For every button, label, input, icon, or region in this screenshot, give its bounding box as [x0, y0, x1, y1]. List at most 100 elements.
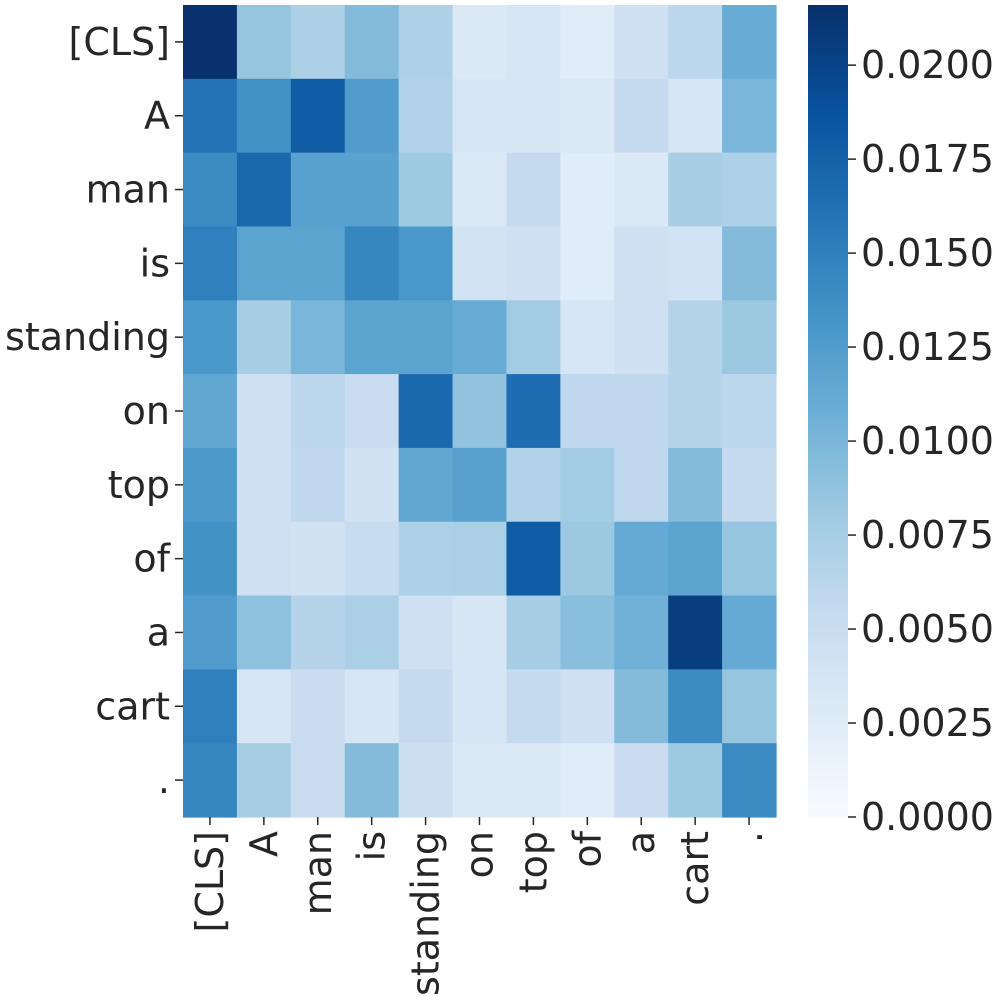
heatmap-cell-3-1	[236, 226, 292, 301]
heatmap-cell-4-2	[290, 300, 346, 375]
x-tick-label: a	[619, 831, 663, 854]
heatmap-cell-2-1	[236, 152, 292, 228]
heatmap-cell-7-6	[506, 521, 561, 597]
heatmap-cell-8-0	[183, 595, 238, 670]
heatmap-cell-8-9	[668, 595, 723, 670]
heatmap-cell-5-6	[506, 374, 561, 449]
heatmap-cell-10-9	[668, 743, 723, 818]
heatmap-cell-6-6	[506, 447, 561, 523]
y-tick-label: on	[123, 389, 170, 433]
heatmap-cell-6-5	[452, 447, 508, 523]
heatmap-cell-5-9	[668, 374, 723, 449]
x-tick-label: standing	[404, 831, 448, 996]
heatmap-cell-10-6	[506, 743, 561, 818]
heatmap-cell-2-0	[183, 152, 238, 228]
heatmap-cell-6-10	[722, 447, 777, 523]
heatmap-cell-5-3	[344, 374, 400, 449]
heatmap-cell-0-10	[722, 5, 777, 80]
x-tick-label: man	[296, 831, 340, 915]
colorbar-tick-label: 0.0200	[861, 43, 994, 87]
heatmap-cell-9-3	[344, 669, 400, 744]
y-tick-label: is	[140, 241, 170, 285]
heatmap-cell-6-9	[668, 447, 723, 523]
heatmap-cell-9-8	[614, 669, 669, 744]
heatmap-cell-5-4	[398, 374, 454, 449]
heatmap-cell-4-5	[452, 300, 508, 375]
colorbar-tick-label: 0.0100	[861, 419, 994, 463]
colorbar-tick-label: 0.0025	[861, 701, 994, 745]
colorbar-tick-label: 0.0050	[861, 607, 994, 651]
heatmap-cell-6-1	[236, 447, 292, 523]
heatmap-cell-1-2	[290, 78, 346, 154]
heatmap-cell-2-10	[722, 152, 777, 228]
colorbar	[808, 5, 848, 817]
heatmap-cell-3-6	[506, 226, 561, 301]
heatmap-cell-5-0	[183, 374, 238, 449]
heatmap-cell-5-8	[614, 374, 669, 449]
heatmap-cell-3-10	[722, 226, 777, 301]
heatmap-cell-7-10	[722, 521, 777, 597]
heatmap-cell-7-3	[344, 521, 400, 597]
heatmap-cell-10-3	[344, 743, 400, 818]
heatmap-cell-0-8	[614, 5, 669, 80]
heatmap-cell-7-4	[398, 521, 454, 597]
heatmap-cell-0-7	[560, 5, 615, 80]
heatmap-cell-3-0	[183, 226, 238, 301]
y-tick-label: man	[86, 168, 170, 212]
heatmap-cell-6-8	[614, 447, 669, 523]
heatmap-cell-0-2	[290, 5, 346, 80]
heatmap-cell-3-5	[452, 226, 508, 301]
heatmap-cell-1-4	[398, 78, 454, 154]
x-tick-label: [CLS]	[188, 831, 232, 932]
colorbar-tick-label: 0.0175	[861, 137, 994, 181]
y-tick-label: A	[144, 94, 170, 138]
heatmap-cell-4-3	[344, 300, 400, 375]
heatmap-cells	[183, 5, 777, 818]
heatmap-cell-1-5	[452, 78, 508, 154]
heatmap-cell-10-1	[236, 743, 292, 818]
heatmap-cell-1-9	[668, 78, 723, 154]
heatmap-cell-10-2	[290, 743, 346, 818]
colorbar-tick-label: 0.0125	[861, 325, 994, 369]
heatmap-cell-3-2	[290, 226, 346, 301]
heatmap-cell-10-0	[183, 743, 238, 818]
heatmap-cell-1-10	[722, 78, 777, 154]
heatmap-cell-0-0	[183, 5, 238, 80]
heatmap-cell-7-8	[614, 521, 669, 597]
colorbar-tick-label: 0.0150	[861, 231, 994, 275]
heatmap-cell-7-7	[560, 521, 615, 597]
heatmap-cell-10-8	[614, 743, 669, 818]
heatmap-cell-2-5	[452, 152, 508, 228]
heatmap-cell-7-1	[236, 521, 292, 597]
heatmap-cell-3-9	[668, 226, 723, 301]
heatmap-cell-8-7	[560, 595, 615, 670]
x-tick-label: is	[350, 831, 394, 861]
colorbar-ticks: 0.0000 0.0025 0.0050 0.0075 0.0100 0.0125 0.01…	[848, 43, 994, 839]
heatmap-cell-8-10	[722, 595, 777, 670]
heatmap-cell-7-0	[183, 521, 238, 597]
heatmap-cell-6-2	[290, 447, 346, 523]
heatmap-cell-2-3	[344, 152, 400, 228]
heatmap-cell-4-1	[236, 300, 292, 375]
heatmap-cell-6-7	[560, 447, 615, 523]
heatmap-cell-2-4	[398, 152, 454, 228]
heatmap-cell-9-0	[183, 669, 238, 744]
heatmap-cell-8-3	[344, 595, 400, 670]
heatmap-cell-7-9	[668, 521, 723, 597]
heatmap-cell-2-6	[506, 152, 561, 228]
heatmap-cell-2-9	[668, 152, 723, 228]
heatmap-cell-9-6	[506, 669, 561, 744]
heatmap-cell-4-0	[183, 300, 238, 375]
heatmap-cell-0-5	[452, 5, 508, 80]
heatmap-cell-1-3	[344, 78, 400, 154]
x-tick-label: A	[242, 831, 286, 857]
heatmap-cell-8-8	[614, 595, 669, 670]
heatmap-cell-1-6	[506, 78, 561, 154]
heatmap-cell-4-7	[560, 300, 615, 375]
heatmap-cell-1-7	[560, 78, 615, 154]
x-tick-label: .	[727, 831, 771, 843]
heatmap-cell-6-0	[183, 447, 238, 523]
heatmap-cell-1-0	[183, 78, 238, 154]
